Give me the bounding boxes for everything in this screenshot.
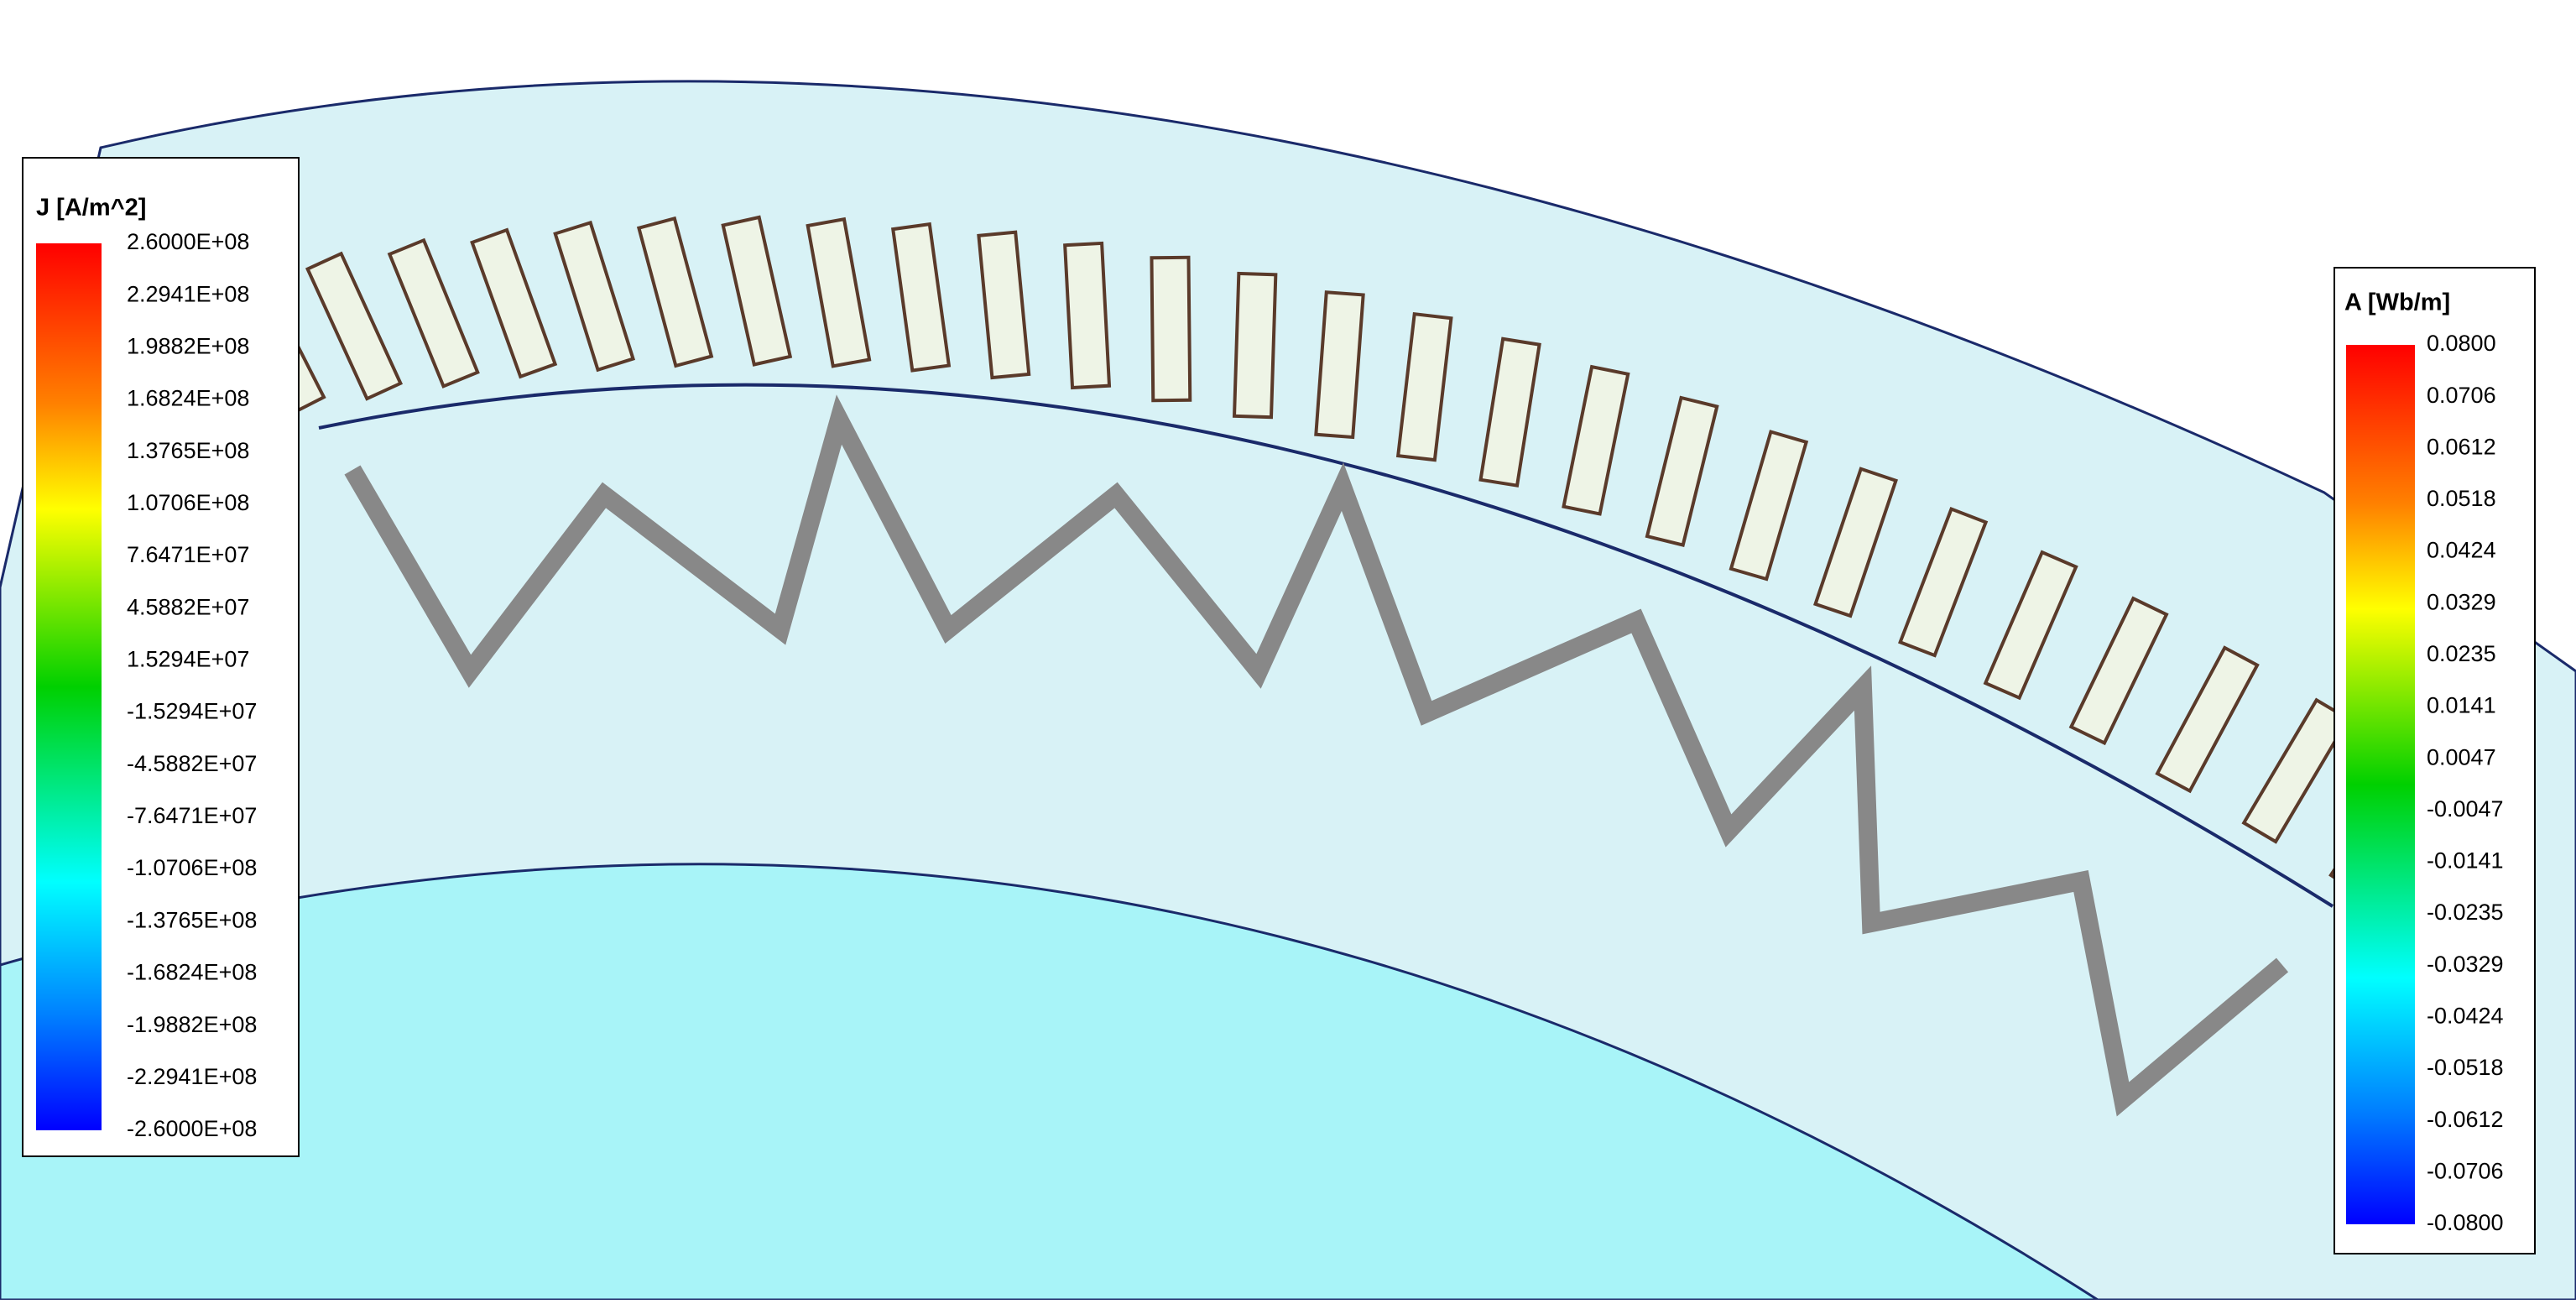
legend-label: 1.6824E+08 [127,386,249,411]
legend-label: -2.6000E+08 [127,1116,257,1141]
legend-label: 0.0518 [2427,486,2496,511]
legend-label: -0.0706 [2427,1158,2504,1183]
legend-label: -2.2941E+08 [127,1064,257,1089]
slot [890,222,952,373]
legend-label: 1.0706E+08 [127,490,249,515]
legend-label: -0.0800 [2427,1210,2504,1235]
slot [1983,550,2078,701]
slot [1314,290,1365,440]
slot [387,237,480,389]
legend-label: 0.0329 [2427,589,2496,614]
slot [1898,507,1989,658]
legend-label: -4.5882E+07 [127,751,257,776]
slot [1813,467,1898,618]
color-bar [2346,345,2415,1224]
legend-label: -0.0235 [2427,900,2504,925]
legend-label: 0.0706 [2427,383,2496,408]
legend-label: -0.0518 [2427,1055,2504,1080]
slot [2241,697,2351,844]
slot [1395,311,1453,462]
legend-label: -0.0424 [2427,1004,2504,1029]
legend-a: A [Wb/m] 0.08000.07060.06120.05180.04240… [2334,267,2536,1254]
legend-title: A [Wb/m] [2344,289,2450,316]
color-bar [36,243,102,1130]
legend-label: 7.6471E+07 [127,542,249,567]
rotor-region [0,863,2103,1301]
slot [721,215,793,367]
slot [1478,336,1541,488]
legend-label: 0.0235 [2427,641,2496,666]
slot [2068,596,2169,746]
legend-label: 4.5882E+07 [127,594,249,619]
slot [1150,255,1192,403]
legend-label: 0.0424 [2427,538,2496,563]
legend-label: -0.0612 [2427,1107,2504,1132]
legend-label: -1.5294E+07 [127,699,257,724]
legend-label: -1.3765E+08 [127,907,257,932]
legend-j: J [A/m^2] 2.6000E+08 2.2941E+08 1.9882E+08… [22,157,300,1157]
slot [470,227,558,379]
legend-label: -1.6824E+08 [127,960,257,985]
legend-label: 2.2941E+08 [127,281,249,306]
legend-label: -0.0329 [2427,952,2504,977]
legend-title: J [A/m^2] [36,195,146,222]
legend-label: -7.6471E+07 [127,803,257,828]
slot [636,216,714,368]
slot [1562,364,1630,516]
legend-label: 2.6000E+08 [127,229,249,254]
legend-label: 0.0800 [2427,331,2496,356]
slot [553,220,636,373]
rotor-bars [344,394,2289,1117]
slot [1729,430,1809,582]
legend-label: 1.3765E+08 [127,438,249,463]
legend-label: -1.0706E+08 [127,855,257,880]
slot [305,251,404,401]
legend-label: 0.0612 [2427,434,2496,459]
legend-label: -0.0141 [2427,848,2504,874]
legend-label: -0.0047 [2427,796,2504,822]
slot [1645,395,1719,548]
legend-label: 0.0047 [2427,744,2496,769]
legend-labels: 2.6000E+08 2.2941E+08 1.9882E+08 1.6824E+08… [127,229,257,1141]
legend-label: 1.9882E+08 [127,333,249,358]
legend-label: 0.0141 [2427,693,2496,718]
slot [1063,241,1112,390]
legend-label: 1.5294E+07 [127,647,249,672]
slot [1232,271,1278,420]
slot [977,230,1031,380]
legend-labels: 0.0800 0.0706 0.0612 0.0518 0.0424 0.0329 0.02… [2427,331,2504,1235]
air-gap [318,383,2334,908]
slot [2155,645,2260,794]
slot [806,216,872,368]
legend-label: -1.9882E+08 [127,1012,257,1037]
